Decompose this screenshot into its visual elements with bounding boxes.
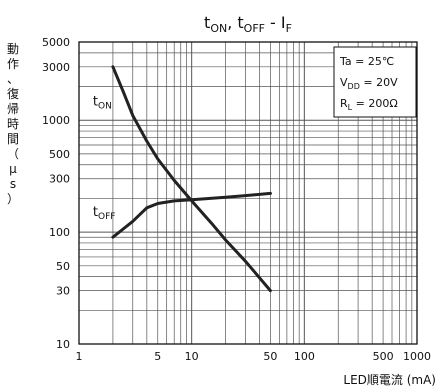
y-axis-label-char: 帰 [6,102,19,116]
y-axis-label-char: s [9,177,17,191]
y-axis-label-char: ） [6,192,19,206]
y-axis-label: 動作、復帰時間（μ s） [2,42,24,207]
y-tick-label: 5000 [42,36,70,49]
y-tick-label: 30 [56,285,70,298]
x-tick-label: 100 [294,350,315,363]
series-line-toff [111,191,272,239]
y-axis-label-char: 復 [6,87,19,101]
y-axis-label-char: 、 [6,72,19,86]
y-tick-label: 100 [49,226,70,239]
condition-label: RL = 200Ω [340,97,398,112]
y-axis-label-char: 間 [6,132,19,146]
series-line-ton [111,65,272,293]
series-label-toff: tOFF [93,205,116,222]
y-tick-label: 1000 [42,114,70,127]
condition-label: VDD = 20V [340,76,398,91]
y-tick-label: 500 [49,148,70,161]
y-axis-label-char: 作 [6,57,19,71]
x-axis-label: LED順電流 (mA) [343,373,436,387]
y-tick-label: 10 [56,338,70,351]
x-tick-label: 500 [373,350,394,363]
x-tick-label: 1 [76,350,83,363]
condition-label: Ta = 25℃ [339,55,394,68]
y-tick-label: 300 [49,173,70,186]
conditions-box [333,46,417,118]
x-tick-label: 50 [263,350,277,363]
x-tick-label: 1000 [403,350,431,363]
chart-title: tON, tOFF - IF [204,13,292,35]
x-tick-label: 5 [154,350,161,363]
y-tick-label: 50 [56,260,70,273]
y-axis-label-char: 動 [6,42,19,56]
y-axis-label-char: 時 [6,117,19,131]
y-axis-label-char: μ [9,162,17,176]
plot-frame [78,41,418,345]
x-tick-label: 10 [185,350,199,363]
y-axis-label-char: （ [6,147,19,161]
series-label-ton: tON [93,95,112,112]
y-tick-label: 3000 [42,61,70,74]
